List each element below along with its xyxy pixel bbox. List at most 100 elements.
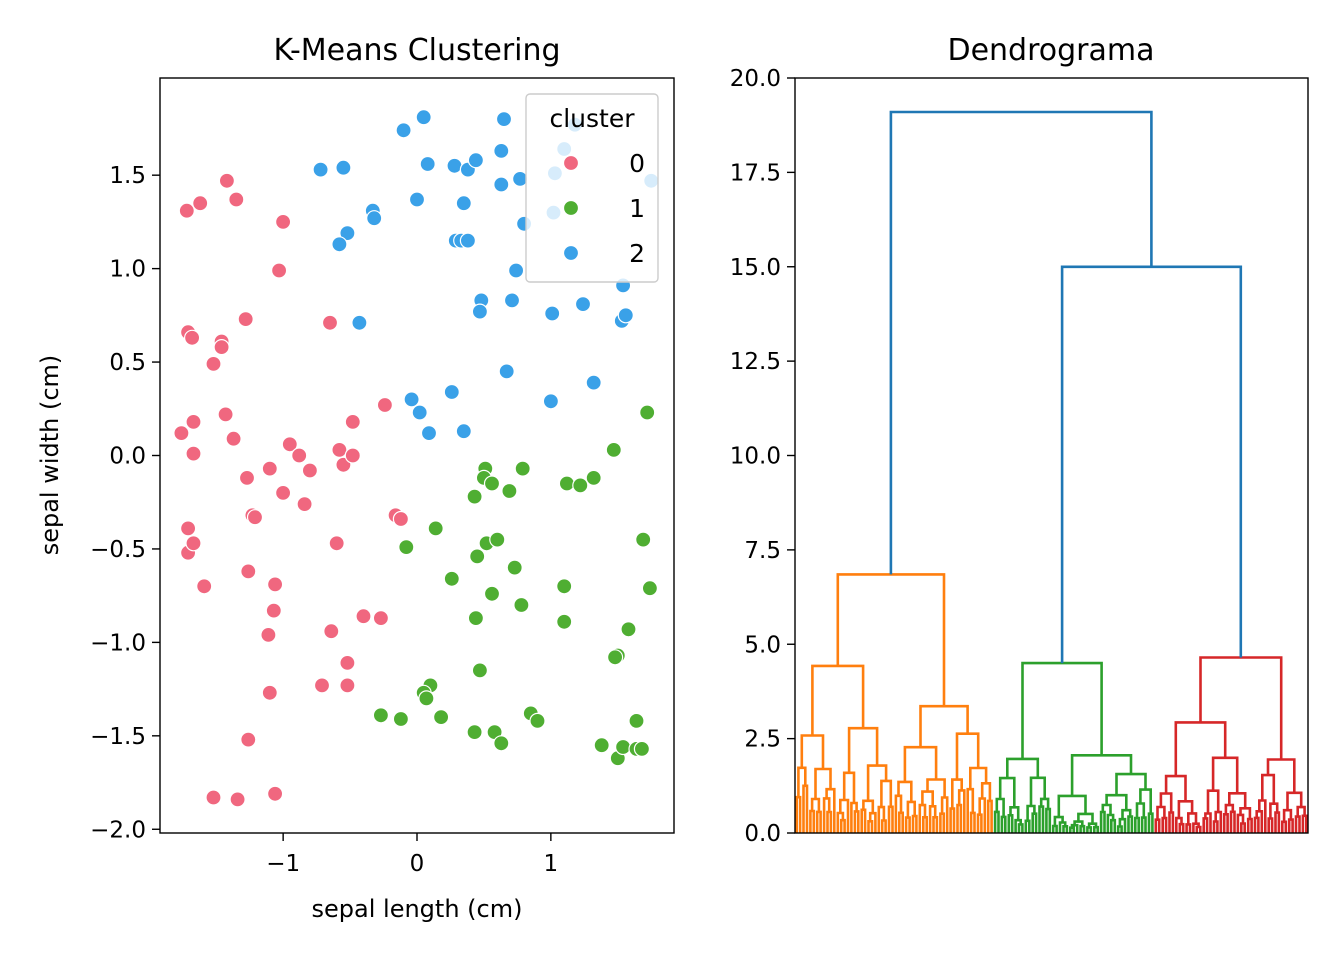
scatter-point-cluster-2	[339, 225, 356, 242]
scatter-title: K-Means Clustering	[273, 33, 560, 68]
scatter-point-cluster-2	[351, 314, 368, 331]
scatter-y-tick-label: 1.5	[109, 163, 146, 189]
scatter-point-cluster-0	[246, 509, 264, 526]
scatter-point-cluster-2	[495, 110, 513, 128]
dendrogram-y-ticks: 0.0 2.5 5.0 7.5 10.0 12.5 15.0 17.5 20.0	[730, 66, 795, 847]
scatter-point-cluster-0	[205, 355, 222, 372]
scatter-point-cluster-0	[240, 731, 257, 748]
scatter-point-cluster-0	[240, 563, 257, 580]
scatter-point-cluster-1	[639, 404, 656, 421]
scatter-point-cluster-0	[192, 195, 209, 212]
scatter-point-cluster-0	[344, 413, 361, 430]
scatter-point-cluster-1	[418, 690, 435, 707]
legend-label-0: 0	[629, 149, 645, 178]
scatter-point-cluster-0	[313, 677, 331, 694]
scatter-y-tick-label: 0.0	[109, 444, 146, 470]
scatter-point-cluster-1	[635, 531, 652, 548]
scatter-panel: K-Means Clustering −1 0 1 −2.0 −1.5 −1.0 −0.5…	[36, 33, 675, 923]
scatter-point-cluster-0	[372, 609, 389, 627]
scatter-point-cluster-1	[392, 710, 409, 728]
scatter-x-tick-label: −1	[266, 851, 300, 877]
scatter-point-cluster-1	[443, 570, 460, 587]
dendrogram-y-tick-label: 5.0	[744, 632, 781, 658]
scatter-point-cluster-2	[411, 404, 428, 421]
scatter-y-tick-label: −1.0	[90, 630, 146, 656]
scatter-point-cluster-1	[427, 520, 444, 537]
scatter-point-cluster-2	[420, 425, 438, 442]
scatter-point-cluster-1	[606, 649, 624, 666]
scatter-point-cluster-2	[366, 210, 383, 227]
scatter-y-tick-label: 0.5	[109, 350, 146, 376]
scatter-point-cluster-1	[489, 531, 506, 548]
legend-marker-2	[562, 244, 580, 262]
scatter-point-cluster-0	[228, 191, 245, 208]
legend: cluster 0 1 2	[525, 93, 659, 283]
legend-label-2: 2	[629, 239, 645, 268]
scatter-point-cluster-1	[514, 460, 531, 477]
scatter-point-cluster-1	[493, 735, 510, 752]
scatter-point-cluster-1	[471, 662, 488, 679]
scatter-point-cluster-0	[267, 576, 284, 593]
scatter-y-tick-label: 1.0	[109, 257, 146, 283]
scatter-point-cluster-2	[443, 383, 460, 401]
scatter-point-cluster-2	[542, 393, 560, 410]
scatter-point-cluster-2	[455, 195, 472, 212]
scatter-point-cluster-0	[180, 520, 197, 537]
scatter-point-cluster-0	[339, 677, 356, 694]
scatter-point-cluster-2	[503, 292, 521, 309]
scatter-point-cluster-2	[331, 236, 348, 253]
scatter-point-cluster-0	[344, 447, 361, 464]
scatter-point-cluster-1	[398, 538, 415, 556]
scatter-point-cluster-1	[572, 477, 589, 494]
legend-label-1: 1	[629, 194, 645, 223]
scatter-point-cluster-2	[585, 374, 602, 391]
scatter-point-cluster-0	[261, 684, 278, 701]
dendrogram-panel: Dendrograma 0.0 2.5 5.0 7.5 10.0 12.5 15.0 17.5…	[730, 33, 1309, 847]
dendrogram-y-tick-label: 17.5	[730, 160, 781, 186]
scatter-point-cluster-0	[275, 484, 292, 501]
scatter-point-cluster-0	[296, 496, 313, 513]
scatter-point-cluster-0	[178, 202, 195, 219]
scatter-point-cluster-1	[501, 482, 518, 500]
scatter-point-cluster-2	[467, 152, 484, 169]
scatter-point-cluster-0	[323, 623, 340, 640]
scatter-point-cluster-1	[620, 621, 637, 638]
scatter-x-tick-label: 0	[410, 851, 425, 877]
scatter-x-tick-label: 1	[544, 851, 559, 877]
scatter-point-cluster-1	[614, 738, 632, 756]
scatter-point-cluster-1	[641, 580, 659, 597]
scatter-point-cluster-2	[574, 296, 592, 313]
scatter-point-cluster-1	[483, 475, 501, 492]
scatter-point-cluster-0	[237, 311, 254, 328]
scatter-point-cluster-1	[433, 708, 450, 726]
scatter-point-cluster-2	[471, 303, 488, 320]
scatter-point-cluster-0	[331, 441, 348, 458]
scatter-point-cluster-0	[376, 396, 393, 414]
dendrogram-title: Dendrograma	[947, 33, 1154, 68]
scatter-point-cluster-0	[291, 447, 308, 464]
scatter-point-cluster-2	[446, 157, 463, 174]
dendrogram-y-tick-label: 15.0	[730, 255, 781, 281]
scatter-y-label: sepal width (cm)	[36, 355, 64, 556]
scatter-point-cluster-2	[544, 305, 561, 322]
scatter-point-cluster-1	[372, 707, 389, 724]
scatter-point-cluster-0	[205, 789, 222, 806]
scatter-point-cluster-1	[593, 737, 610, 754]
scatter-point-cluster-1	[628, 712, 645, 730]
scatter-x-label: sepal length (cm)	[312, 895, 523, 923]
scatter-point-cluster-0	[328, 535, 345, 552]
scatter-point-cluster-2	[493, 142, 510, 159]
scatter-y-tick-label: −1.5	[90, 724, 146, 750]
scatter-y-tick-label: −2.0	[90, 817, 146, 843]
legend-title: cluster	[549, 104, 635, 133]
scatter-point-cluster-1	[605, 441, 622, 458]
dendrogram-y-tick-label: 2.5	[744, 727, 781, 753]
scatter-point-cluster-0	[238, 469, 256, 486]
scatter-point-cluster-0	[185, 413, 202, 430]
scatter-point-cluster-1	[556, 613, 573, 630]
scatter-point-cluster-1	[467, 609, 484, 627]
scatter-point-cluster-0	[185, 535, 202, 552]
scatter-point-cluster-1	[633, 740, 651, 758]
